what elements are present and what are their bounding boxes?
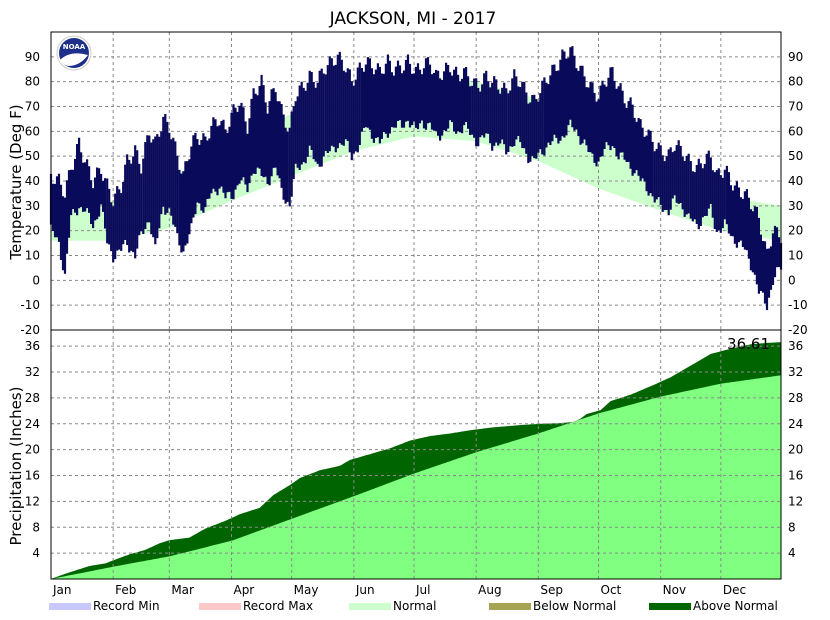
precipitation-panel: 4 8 12 16 20 24 28 32 36 4 8 12 16 20 24 28 32 36 Precip…: [7, 330, 803, 579]
month-label: Mar: [171, 583, 194, 597]
temperature-y-tick-label: 0: [32, 273, 40, 287]
temperature-y-tick-label: 40: [25, 174, 40, 188]
month-label: Feb: [115, 583, 136, 597]
temperature-panel: -20 -10 0 10 20 30 40 50 60 70 80 90 -20 -10 0 10 20 30 4…: [7, 32, 808, 337]
precipitation-y-tick-label-right: 32: [788, 365, 803, 379]
legend-swatch: [649, 603, 691, 610]
month-label: Oct: [601, 583, 622, 597]
precipitation-total-annotation: 36.61: [727, 335, 770, 353]
temperature-y-tick-label: 80: [25, 75, 40, 89]
temperature-y-tick-label: 90: [25, 50, 40, 64]
legend-item: Below Normal: [489, 599, 616, 613]
temperature-y-tick-label-right: 90: [788, 50, 803, 64]
legend-swatch: [489, 603, 531, 610]
month-label: Jun: [355, 583, 375, 597]
precipitation-y-tick-label-right: 28: [788, 391, 803, 405]
precipitation-y-tick-label: 12: [25, 494, 40, 508]
noaa-logo-text: NOAA: [63, 43, 86, 51]
chart-title: JACKSON, MI - 2017: [329, 9, 497, 29]
precipitation-y-tick-label-right: 24: [788, 417, 803, 431]
temperature-y-ticks-left: -20 -10 0 10 20 30 40 50 60 70 80 90: [20, 50, 40, 337]
month-label: Aug: [478, 583, 501, 597]
legend-item: Record Max: [199, 599, 313, 613]
legend-swatch: [349, 603, 391, 610]
temperature-y-tick-label-right: 0: [788, 273, 796, 287]
legend-item: Above Normal: [649, 599, 778, 613]
month-label: Dec: [723, 583, 746, 597]
temperature-y-axis-label: Temperature (Deg F): [7, 104, 25, 260]
noaa-logo-icon: NOAA: [56, 35, 92, 71]
temperature-y-tick-label-right: 10: [788, 249, 803, 263]
month-label: Jul: [415, 583, 430, 597]
temperature-normal-band: [51, 76, 781, 241]
legend-label: Below Normal: [533, 599, 616, 613]
precipitation-y-tick-label: 20: [25, 443, 40, 457]
temperature-y-tick-label-right: 30: [788, 199, 803, 213]
precipitation-y-tick-label-right: 20: [788, 443, 803, 457]
legend: Record Min Record Max Normal Below Normal Ab…: [49, 599, 778, 613]
month-label: Apr: [233, 583, 254, 597]
temperature-y-tick-label-right: 50: [788, 149, 803, 163]
legend-item: Normal: [349, 599, 436, 613]
legend-label: Record Min: [93, 599, 160, 613]
precipitation-y-tick-label: 16: [25, 469, 40, 483]
legend-label: Normal: [393, 599, 436, 613]
precipitation-y-tick-label-right: 12: [788, 494, 803, 508]
precipitation-y-tick-label: 28: [25, 391, 40, 405]
legend-item: Record Min: [49, 599, 160, 613]
precipitation-y-tick-label: 4: [32, 546, 40, 560]
precipitation-y-tick-label-right: 16: [788, 469, 803, 483]
temperature-y-tick-label: 30: [25, 199, 40, 213]
temperature-observed-series: [49, 46, 783, 311]
precipitation-y-tick-label-right: 8: [788, 520, 796, 534]
temperature-y-tick-label-right: 80: [788, 75, 803, 89]
temperature-y-tick-label-right: -10: [788, 298, 808, 312]
temperature-y-tick-label-right: 40: [788, 174, 803, 188]
legend-swatch: [49, 603, 91, 610]
temperature-y-ticks-right: -20 -10 0 10 20 30 40 50 60 70 80 90: [788, 50, 808, 337]
temperature-y-tick-label-right: -20: [788, 323, 808, 337]
precipitation-y-axis-label: Precipitation (Inches): [7, 387, 25, 546]
month-labels: Jan Feb Mar Apr May Jun Jul Aug Sep Oct Nov Dec: [52, 583, 746, 597]
legend-label: Record Max: [243, 599, 313, 613]
precipitation-y-tick-label: 36: [25, 339, 40, 353]
precipitation-y-tick-label: 8: [32, 520, 40, 534]
temperature-y-tick-label-right: 70: [788, 100, 803, 114]
temperature-y-tick-label: 10: [25, 249, 40, 263]
month-label: Sep: [540, 583, 563, 597]
legend-label: Above Normal: [693, 599, 778, 613]
temperature-y-tick-label: 20: [25, 224, 40, 238]
temperature-grid: [51, 32, 781, 330]
temperature-y-tick-label: -10: [20, 298, 40, 312]
precipitation-y-ticks-left: 4 8 12 16 20 24 28 32 36: [25, 339, 40, 560]
precipitation-y-ticks-right: 4 8 12 16 20 24 28 32 36: [788, 339, 803, 560]
temperature-y-tick-label-right: 60: [788, 124, 803, 138]
temperature-y-tick-label: 50: [25, 149, 40, 163]
precipitation-y-tick-label-right: 4: [788, 546, 796, 560]
plot-frame: [50, 31, 782, 580]
precipitation-y-tick-label: 32: [25, 365, 40, 379]
temperature-y-tick-label: 70: [25, 100, 40, 114]
temperature-y-tick-label: 60: [25, 124, 40, 138]
precipitation-y-tick-label-right: 36: [788, 339, 803, 353]
month-label: May: [294, 583, 319, 597]
normal-temperature-band: [51, 76, 781, 241]
precipitation-y-tick-label: 24: [25, 417, 40, 431]
temperature-y-tick-label-right: 20: [788, 224, 803, 238]
precipitation-grid: [51, 330, 781, 579]
month-label: Nov: [663, 583, 686, 597]
legend-swatch: [199, 603, 241, 610]
month-label: Jan: [52, 583, 72, 597]
precipitation-below-normal-segment: [574, 421, 577, 422]
temperature-y-tick-label: -20: [20, 323, 40, 337]
